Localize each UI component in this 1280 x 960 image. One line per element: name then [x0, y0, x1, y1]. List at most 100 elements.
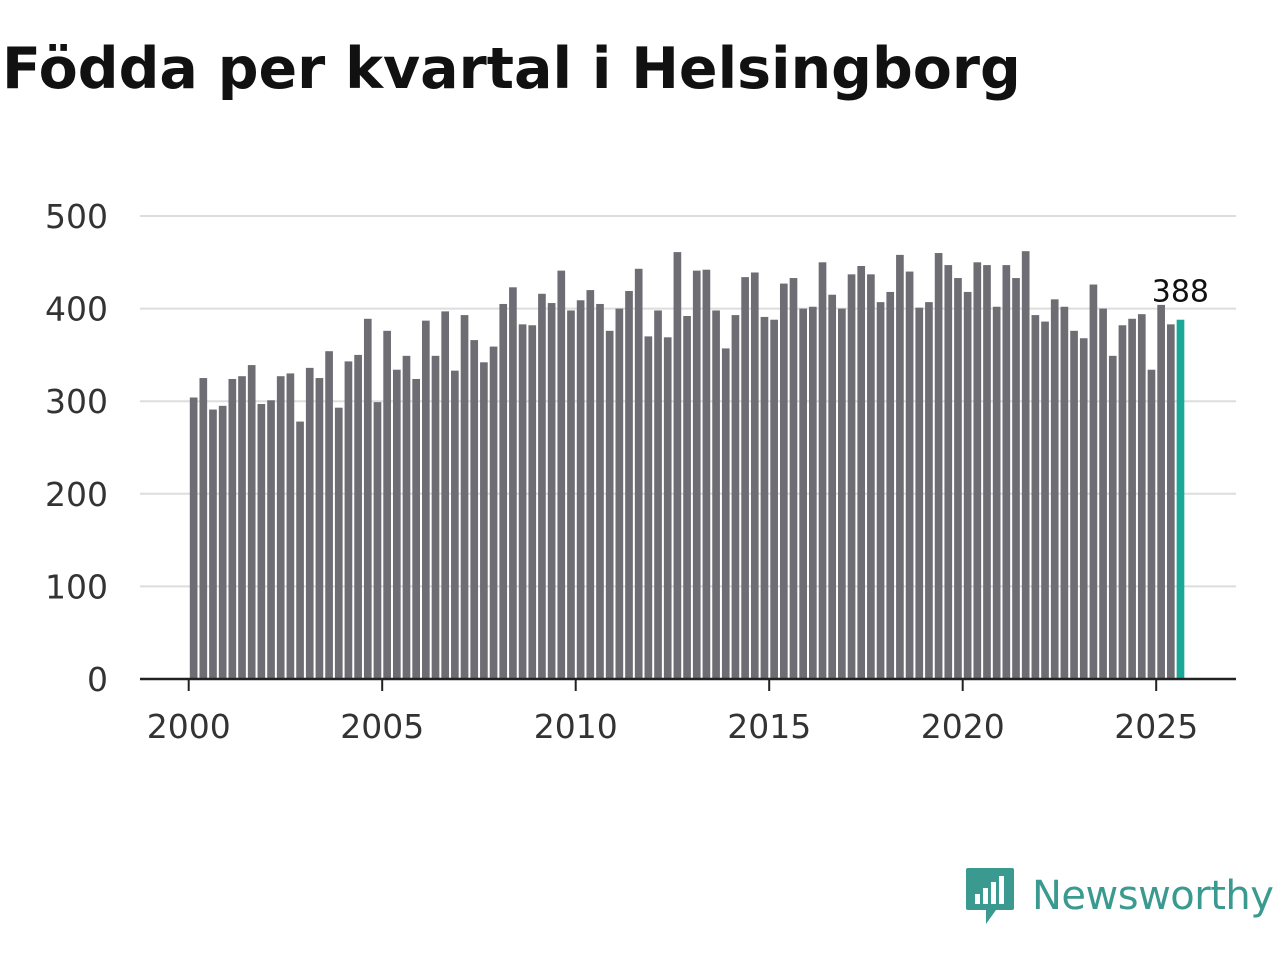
bar — [1079, 338, 1088, 679]
bar — [451, 370, 459, 679]
bar — [934, 253, 943, 680]
bar — [1050, 299, 1059, 679]
bar — [673, 252, 682, 679]
bar — [983, 265, 991, 679]
bar — [1157, 304, 1165, 679]
bar — [1128, 318, 1136, 679]
bar — [528, 325, 537, 679]
bar — [402, 355, 411, 679]
bar — [809, 306, 817, 679]
bar — [750, 272, 759, 679]
bar — [741, 277, 749, 679]
bar — [557, 270, 566, 679]
bar — [886, 291, 895, 679]
bar — [373, 402, 382, 679]
bar — [422, 320, 430, 679]
bar — [344, 361, 353, 679]
bar — [1089, 284, 1098, 679]
bar — [847, 274, 856, 679]
bar — [828, 294, 837, 679]
bar — [789, 278, 798, 679]
bar — [1031, 315, 1040, 679]
bar — [586, 290, 595, 679]
chart-title: Födda per kvartal i Helsingborg — [2, 36, 1021, 102]
bar — [489, 346, 498, 679]
newsworthy-logo: Newsworthy — [964, 866, 1274, 926]
bar — [1108, 355, 1117, 679]
x-axis: 2000 2005 2010 2015 2020 2025 — [140, 677, 1236, 746]
bar — [267, 400, 275, 679]
y-tick-label: 300 — [45, 382, 108, 421]
bar — [228, 378, 237, 679]
bar — [731, 315, 740, 679]
bar — [363, 318, 372, 679]
bar — [238, 376, 246, 679]
x-tick-label: 2010 — [534, 707, 618, 746]
bar — [625, 291, 633, 679]
bar — [760, 316, 769, 679]
bar — [460, 315, 469, 679]
bar — [257, 403, 266, 679]
bar — [538, 293, 546, 679]
bars — [189, 251, 1185, 680]
bar — [634, 268, 643, 679]
bar — [992, 306, 1001, 679]
y-axis: 0 100 200 300 400 500 — [45, 197, 108, 699]
bar — [605, 330, 614, 679]
bar — [334, 407, 343, 679]
bar — [905, 271, 914, 679]
bar — [441, 311, 450, 679]
brand-name: Newsworthy — [1032, 873, 1274, 919]
bar — [286, 373, 295, 679]
bar — [702, 269, 711, 679]
bar — [518, 324, 527, 679]
bar — [1021, 251, 1030, 680]
bar — [576, 300, 585, 679]
bar — [315, 378, 324, 679]
x-tick-label: 2025 — [1114, 707, 1198, 746]
bar — [412, 378, 420, 679]
bar — [615, 308, 624, 679]
bar — [596, 303, 604, 679]
bar — [896, 254, 904, 679]
bar — [499, 303, 508, 679]
bar — [712, 310, 720, 679]
bar — [354, 354, 362, 679]
bar — [1041, 321, 1049, 679]
x-tick-label: 2005 — [340, 707, 424, 746]
x-tick-label: 2020 — [921, 707, 1005, 746]
bar — [276, 376, 285, 679]
bar — [857, 266, 866, 679]
y-tick-label: 500 — [45, 197, 108, 236]
bar — [876, 302, 885, 679]
y-tick-label: 400 — [45, 290, 108, 329]
bar — [480, 362, 488, 679]
bar — [296, 421, 304, 679]
bar — [431, 355, 440, 679]
bar — [218, 405, 227, 679]
x-tick-label: 2015 — [727, 707, 811, 746]
bar — [721, 348, 730, 679]
bar — [818, 262, 827, 679]
bar — [1012, 278, 1020, 679]
bar — [1099, 308, 1107, 679]
x-tick-label: 2000 — [147, 707, 231, 746]
bar — [1147, 369, 1156, 679]
bar — [392, 369, 401, 679]
bar — [1118, 325, 1127, 679]
data-labels: 388 — [1152, 275, 1209, 310]
bar — [644, 336, 653, 679]
bar — [654, 310, 662, 679]
bar — [963, 291, 972, 679]
bar — [954, 278, 962, 679]
y-tick-label: 200 — [45, 475, 108, 514]
bar — [915, 307, 924, 679]
bar — [770, 319, 778, 679]
bar — [867, 274, 875, 679]
bar — [1070, 330, 1078, 679]
bar-chart: 0 100 200 300 400 500 2000 2005 2010 2015 2020 202… — [45, 197, 1236, 746]
bar — [663, 337, 672, 679]
y-tick-label: 100 — [45, 567, 108, 606]
bar — [247, 365, 256, 679]
bar — [1002, 265, 1011, 679]
